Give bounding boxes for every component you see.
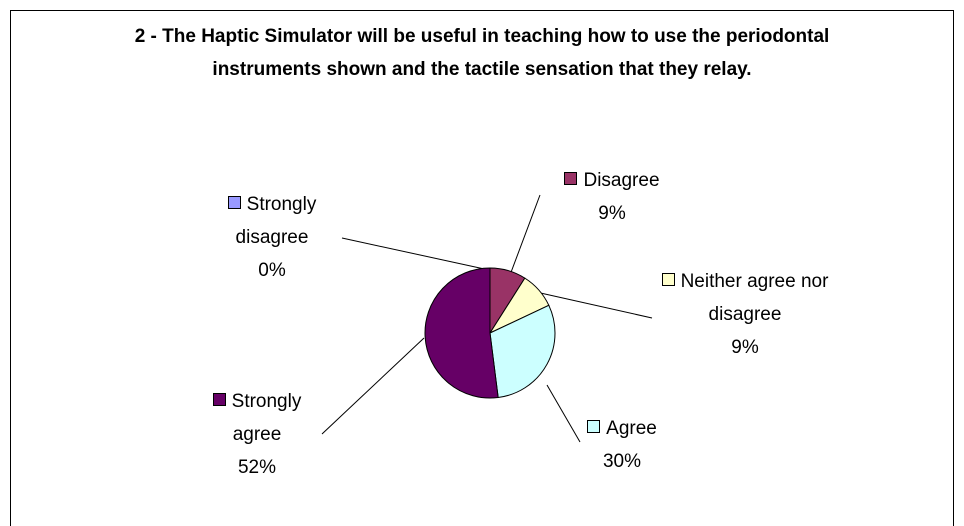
leader-line (509, 194, 541, 276)
pie (424, 267, 556, 399)
slice-label: Strongly disagree 0% (197, 188, 347, 287)
slice-label: Disagree 9% (542, 164, 682, 230)
slice-label: Agree 30% (562, 412, 682, 478)
pie-slice (489, 304, 556, 399)
value-label: 9% (731, 337, 759, 358)
value-label: 0% (258, 260, 286, 281)
chart-frame (10, 10, 954, 526)
legend-swatch (212, 393, 226, 406)
legend-swatch (227, 196, 241, 209)
value-label: 52% (237, 457, 277, 478)
legend-swatch (587, 420, 601, 433)
leader-line (341, 237, 490, 271)
slice-label: Neither agree nor disagree 9% (660, 265, 830, 364)
legend-swatch (661, 273, 675, 286)
leader-line (535, 291, 653, 319)
leader-line (321, 337, 425, 435)
slice-label: Strongly agree 52% (187, 385, 327, 484)
value-label: 9% (598, 203, 626, 224)
chart-title: 2 - The Haptic Simulator will be useful … (134, 26, 830, 80)
pie-slice (424, 267, 499, 399)
category-label: Strongly disagree (235, 194, 317, 248)
category-label: Agree (606, 418, 657, 439)
category-label: Neither agree nor disagree (680, 271, 829, 325)
value-label: 30% (602, 451, 642, 472)
category-label: Disagree (583, 170, 660, 191)
legend-swatch (564, 172, 578, 185)
leader-lines (321, 194, 653, 443)
category-label: Strongly agree (231, 391, 302, 445)
leader-line (546, 384, 581, 443)
